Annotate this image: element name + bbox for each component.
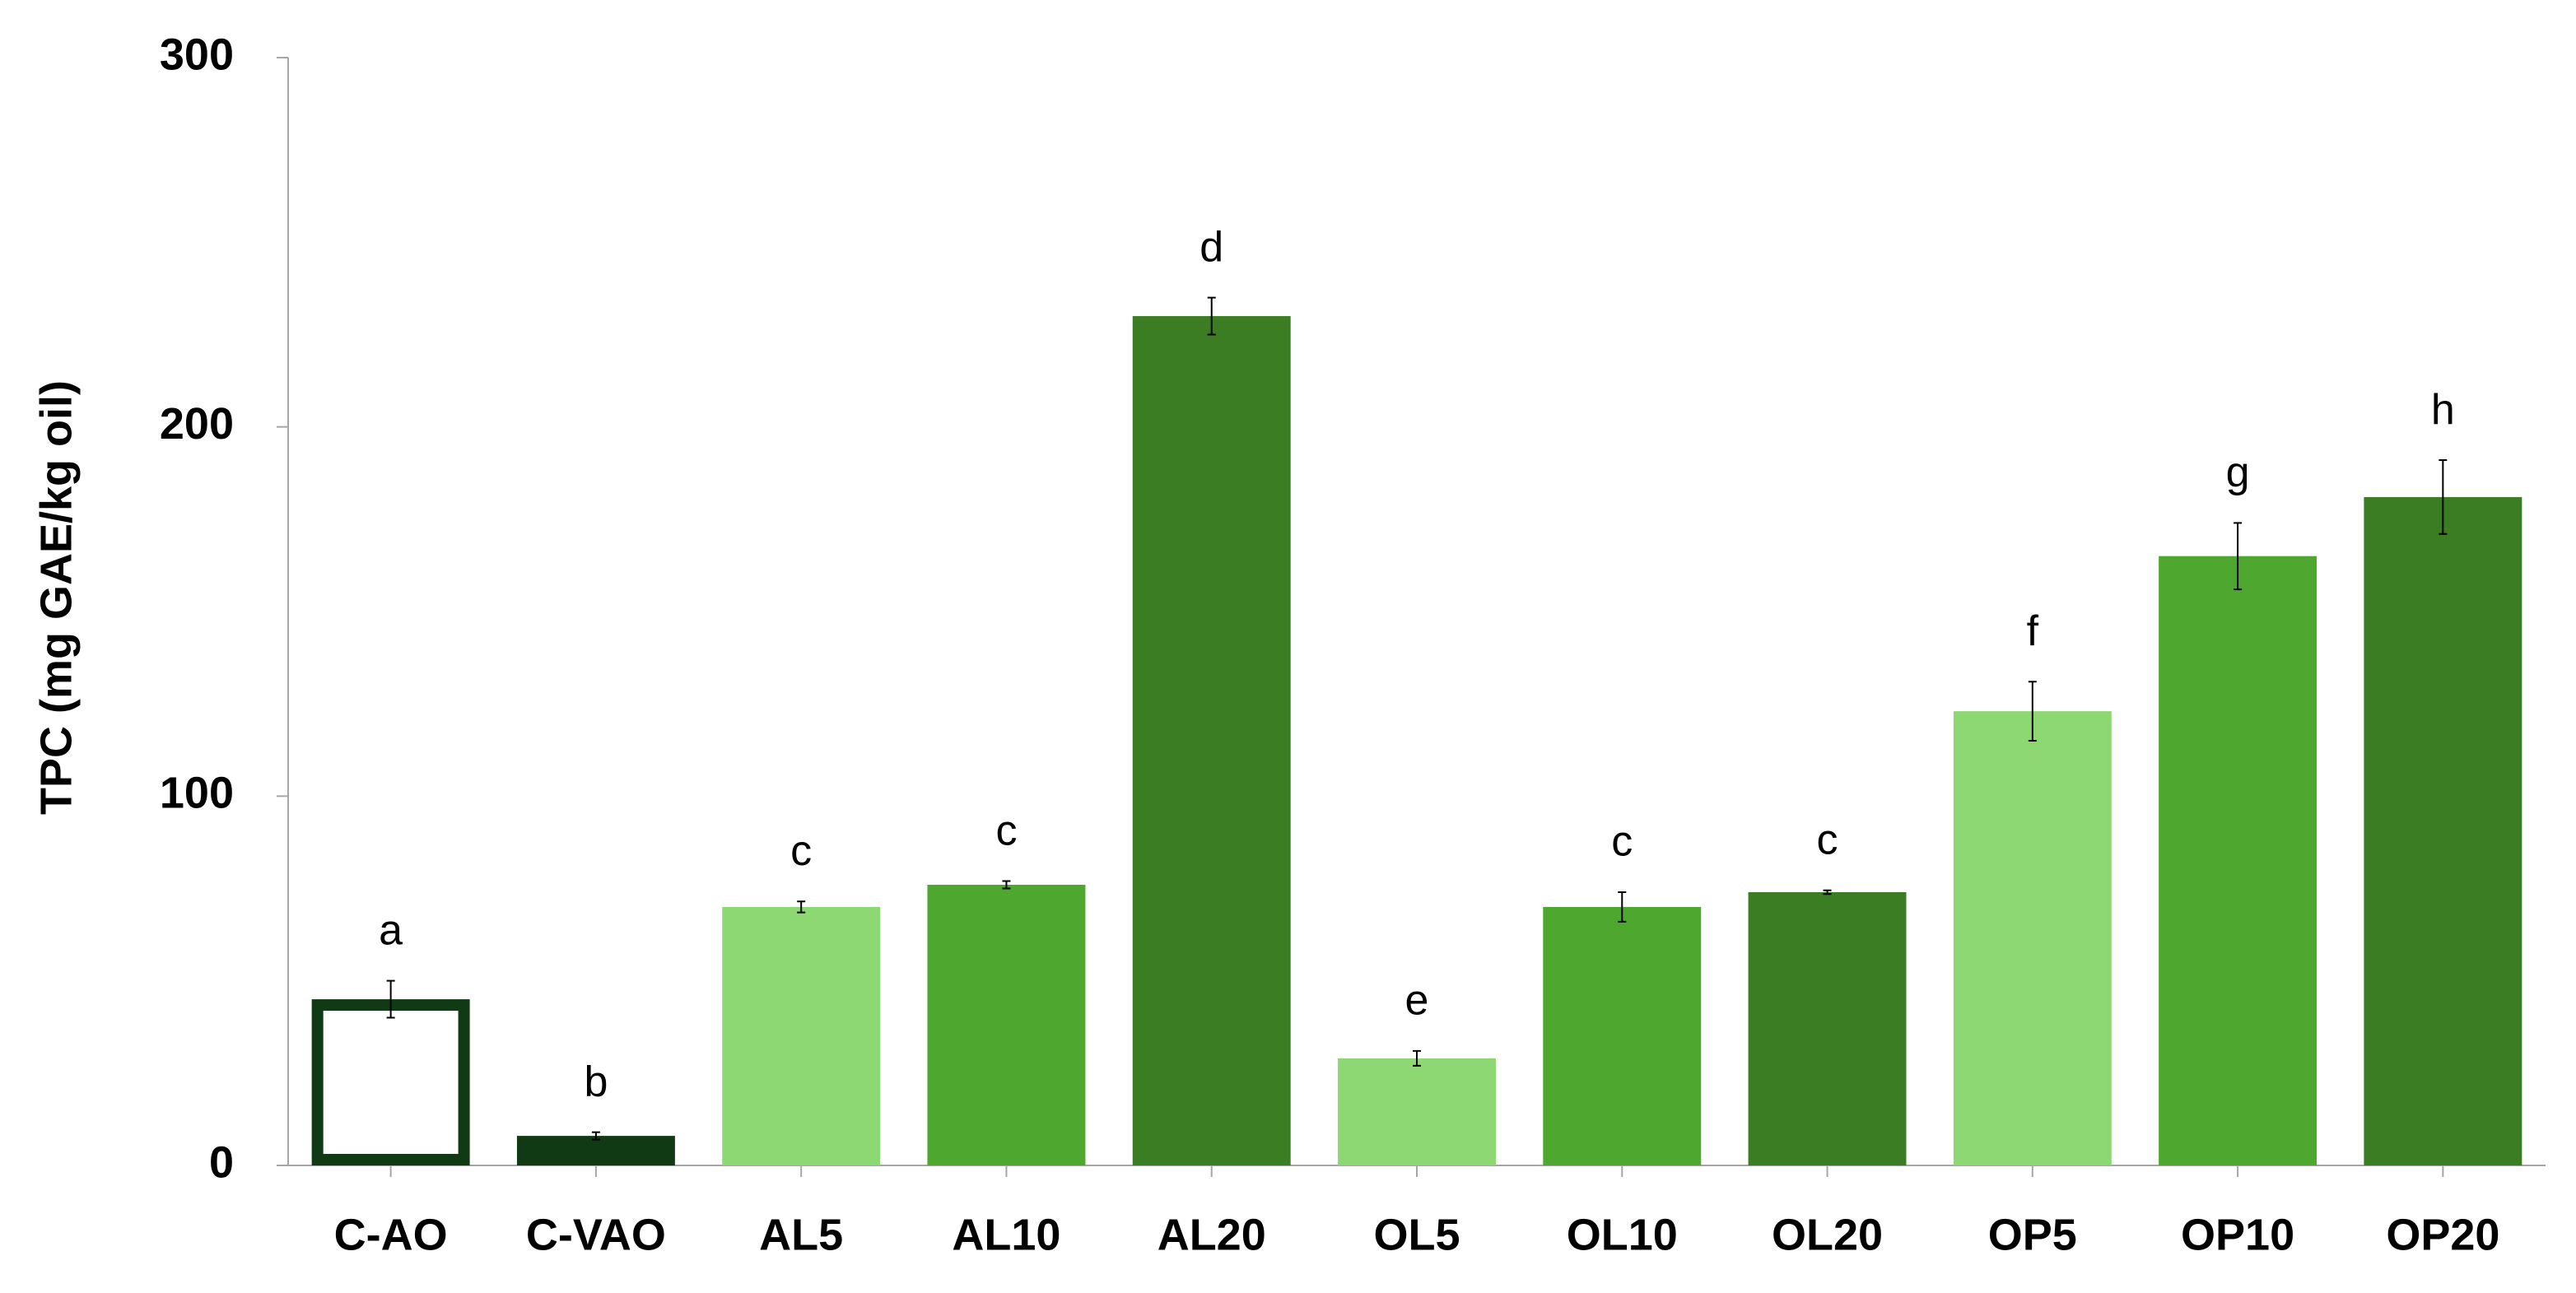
bar: [1132, 316, 1291, 1166]
bar: [1953, 711, 2112, 1165]
significance-letter: c: [1817, 816, 1838, 863]
x-tick-label: AL5: [759, 1210, 843, 1259]
bar: [2364, 496, 2522, 1165]
x-tick-label: OL20: [1772, 1210, 1883, 1259]
x-tick-label: OL10: [1567, 1210, 1678, 1259]
bar: [2159, 556, 2317, 1165]
error-bar: [2234, 522, 2243, 591]
x-tick-label: OP20: [2386, 1210, 2499, 1259]
significance-letter: f: [2027, 607, 2039, 655]
significance-letter: e: [1405, 977, 1429, 1025]
significance-letter: d: [1199, 223, 1223, 271]
y-axis-label: TPC (mg GAE/kg oil): [31, 380, 81, 815]
significance-letter: a: [379, 906, 403, 954]
error-bar: [2028, 681, 2037, 742]
x-tick-label: OP10: [2181, 1210, 2294, 1259]
error-bar: [591, 1131, 600, 1141]
significance-letter: h: [2431, 386, 2455, 434]
bar: [1748, 891, 1907, 1165]
x-tick-label: AL10: [952, 1210, 1060, 1259]
significance-letter: c: [790, 827, 812, 875]
x-tick-label: OP5: [1988, 1210, 2077, 1259]
error-bar: [1823, 889, 1832, 895]
error-bar: [797, 900, 806, 914]
bar: [311, 999, 470, 1165]
bar: [1338, 1058, 1496, 1165]
y-tick-label: 100: [160, 769, 234, 818]
error-bar: [1002, 880, 1011, 890]
significance-letter: b: [584, 1058, 608, 1105]
error-bar: [1618, 891, 1627, 923]
significance-letter: c: [995, 807, 1017, 854]
y-tick-label: 200: [160, 399, 234, 449]
error-bar: [2439, 459, 2448, 535]
bar: [927, 885, 1086, 1165]
significance-letter: c: [1611, 818, 1633, 866]
x-tick-label: C-VAO: [526, 1210, 666, 1259]
bar: [516, 1136, 675, 1165]
y-tick-label: 0: [209, 1137, 234, 1187]
significance-letter: g: [2226, 449, 2250, 496]
error-bar: [1207, 296, 1216, 336]
x-tick-label: AL20: [1158, 1210, 1266, 1259]
bar: [722, 906, 881, 1165]
x-tick-label: OL5: [1373, 1210, 1460, 1259]
bar: [1543, 906, 1702, 1165]
error-bar: [1413, 1049, 1421, 1067]
error-bar: [386, 979, 395, 1019]
x-tick-label: C-AO: [334, 1210, 448, 1259]
y-tick-label: 300: [160, 30, 234, 79]
